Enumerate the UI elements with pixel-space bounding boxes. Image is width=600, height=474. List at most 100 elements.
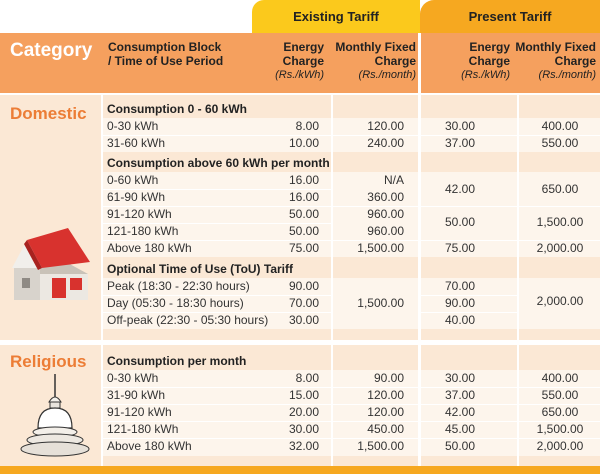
table-cell: 42.00	[444, 182, 476, 196]
table-cell: 16.00	[288, 190, 319, 204]
column-divider	[101, 95, 103, 466]
header-present-energy-line2: Charge	[468, 54, 510, 68]
header-category: Category	[10, 40, 93, 61]
table-cell: 42.00	[444, 405, 476, 419]
table-cell: 61-90 kWh	[107, 190, 166, 204]
table-cell: 50.00	[288, 207, 319, 221]
row-divider	[103, 312, 333, 313]
table-cell: 400.00	[541, 119, 579, 133]
religious-title: Religious	[10, 352, 87, 371]
row-divider	[103, 189, 333, 190]
table-cell: 50.00	[444, 439, 476, 453]
header-consumption-block: Consumption Block / Time of Use Period	[108, 40, 223, 68]
row-divider	[420, 295, 518, 296]
table-cell: 30.00	[288, 313, 319, 327]
header-existing-energy: Energy Charge (Rs./kWh)	[262, 40, 324, 82]
table-cell: Off-peak (22:30 - 05:30 hours)	[107, 313, 269, 327]
header-energy-unit: (Rs./kWh)	[275, 69, 324, 81]
table-cell: 45.00	[444, 422, 476, 436]
row-divider	[103, 421, 600, 422]
existing-tariff-tab: Existing Tariff	[252, 0, 420, 33]
table-cell: 650.00	[541, 405, 579, 419]
table-cell: Day (05:30 - 18:30 hours)	[107, 296, 244, 310]
row-divider	[420, 312, 518, 313]
row-divider	[103, 404, 600, 405]
existing-tariff-label: Existing Tariff	[293, 9, 379, 24]
table-cell: 1,500.00	[357, 296, 404, 310]
header-present-energy-line1: Energy	[469, 40, 510, 54]
table-cell: 121-180 kWh	[107, 422, 179, 436]
table-header	[0, 33, 600, 93]
header-present-fixed: Monthly Fixed Charge (Rs./month)	[512, 40, 596, 82]
table-cell: 0-60 kWh	[107, 173, 159, 187]
header-energy-line2: Charge	[282, 54, 324, 68]
table-cell: 120.00	[367, 405, 404, 419]
domestic-group2-title: Consumption above 60 kWh per month	[107, 156, 330, 170]
table-cell: 0-30 kWh	[107, 119, 159, 133]
table-cell: 75.00	[444, 241, 476, 255]
table-cell: 30.00	[444, 371, 476, 385]
table-cell: 37.00	[444, 388, 476, 402]
table-cell: 400.00	[541, 371, 579, 385]
present-tariff-label: Present Tariff	[468, 9, 552, 24]
table-cell: Peak (18:30 - 22:30 hours)	[107, 279, 250, 293]
table-cell: 960.00	[367, 207, 404, 221]
domestic-group3-title: Optional Time of Use (ToU) Tariff	[107, 262, 293, 276]
column-divider	[331, 95, 333, 466]
row-divider	[103, 206, 600, 207]
row-divider	[103, 240, 600, 241]
bottom-strip	[0, 466, 600, 474]
table-cell: 360.00	[367, 190, 404, 204]
table-cell: 20.00	[288, 405, 319, 419]
table-cell: 15.00	[288, 388, 319, 402]
table-cell: Above 180 kWh	[107, 241, 192, 255]
column-divider	[517, 95, 519, 466]
header-existing-fixed: Monthly Fixed Charge (Rs./month)	[332, 40, 416, 82]
table-cell: 16.00	[288, 173, 319, 187]
table-cell: 550.00	[541, 136, 579, 150]
table-cell: 50.00	[444, 215, 476, 229]
table-cell: 91-120 kWh	[107, 405, 172, 419]
header-present-energy: Energy Charge (Rs./kWh)	[446, 40, 510, 82]
table-cell: 8.00	[295, 371, 319, 385]
table-cell: 550.00	[541, 388, 579, 402]
row-divider	[103, 223, 333, 224]
table-cell: 121-180 kWh	[107, 224, 179, 238]
table-cell: 0-30 kWh	[107, 371, 159, 385]
table-cell: 31-90 kWh	[107, 388, 166, 402]
header-block-line1: Consumption Block	[108, 40, 222, 54]
tariff-divider	[418, 33, 421, 466]
present-tariff-tab: Present Tariff	[420, 0, 600, 33]
header-present-fixed-line1: Monthly Fixed	[515, 40, 596, 54]
header-present-fixed-unit: (Rs./month)	[538, 69, 596, 81]
table-cell: 240.00	[367, 136, 404, 150]
header-energy-line1: Energy	[283, 40, 324, 54]
domestic-group1-title: Consumption 0 - 60 kWh	[107, 102, 248, 116]
table-cell: 1,500.00	[357, 439, 404, 453]
table-cell: 70.00	[288, 296, 319, 310]
table-cell: 2,000.00	[536, 241, 584, 255]
table-cell: 1,500.00	[536, 422, 584, 436]
table-cell: 960.00	[367, 224, 404, 238]
header-present-energy-unit: (Rs./kWh)	[461, 69, 510, 81]
header-present-fixed-line2: Charge	[554, 54, 596, 68]
table-cell: 10.00	[288, 136, 319, 150]
table-cell: 120.00	[367, 119, 404, 133]
table-cell: 90.00	[373, 371, 404, 385]
table-cell: 32.00	[288, 439, 319, 453]
table-cell: 30.00	[288, 422, 319, 436]
table-cell: 1,500.00	[357, 241, 404, 255]
stupa-icon	[16, 372, 94, 460]
table-cell: 8.00	[295, 119, 319, 133]
table-cell: N/A	[383, 173, 404, 187]
table-cell: 2,000.00	[536, 294, 584, 308]
row-divider	[103, 135, 600, 136]
header-fixed-line2: Charge	[374, 54, 416, 68]
table-cell: 30.00	[444, 119, 476, 133]
header-fixed-line1: Monthly Fixed	[335, 40, 416, 54]
house-icon	[8, 222, 98, 304]
row-divider	[103, 438, 600, 439]
table-cell: 91-120 kWh	[107, 207, 172, 221]
header-block-line2: / Time of Use Period	[108, 54, 224, 68]
religious-group-title: Consumption per month	[107, 354, 247, 368]
